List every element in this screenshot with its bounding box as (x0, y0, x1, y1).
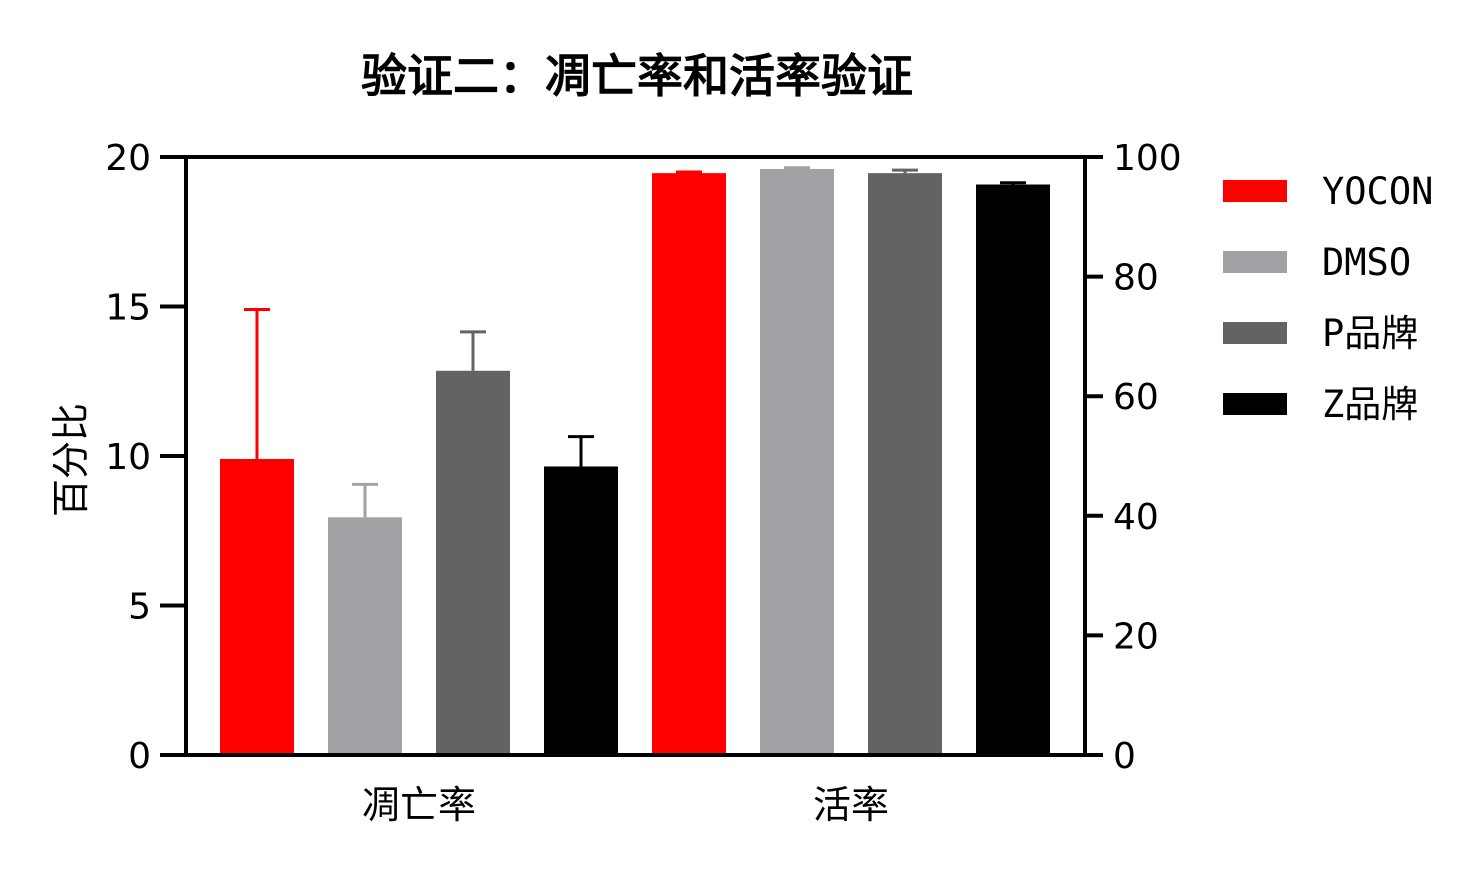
legend-swatch (1223, 393, 1287, 415)
y2-tick-label: 100 (1113, 138, 1182, 179)
legend-label: Z品牌 (1322, 383, 1418, 426)
y2-tick-label: 80 (1113, 258, 1159, 299)
legend: YOCON DMSO P品牌 Z品牌 (1223, 170, 1433, 426)
bar (544, 466, 618, 755)
y-tick-label: 20 (105, 138, 151, 179)
x-tick-label: 凋亡率 (362, 783, 476, 827)
y2-tick-label: 20 (1113, 616, 1159, 657)
y2-tick-label: 40 (1113, 497, 1159, 538)
bar (760, 168, 834, 755)
legend-label: YOCON (1322, 170, 1433, 213)
x-tick-label: 活率 (813, 783, 889, 827)
bar (220, 458, 294, 755)
bar (976, 184, 1050, 755)
y-axis-title: 百分比 (49, 403, 93, 517)
y2-tick-label: 0 (1113, 736, 1136, 777)
bar (868, 173, 942, 755)
y-tick-label: 10 (105, 437, 151, 478)
legend-swatch (1223, 251, 1287, 273)
bar (652, 173, 726, 755)
bar (436, 370, 510, 755)
y-tick-label: 15 (105, 288, 151, 329)
legend-swatch (1223, 322, 1287, 344)
y2-tick-label: 60 (1113, 377, 1159, 418)
bar (328, 517, 402, 755)
chart-title: 验证二：凋亡率和活率验证 (361, 49, 913, 103)
plot-area: 0 5 10 15 20 0 20 40 60 80 100 凋亡率 活率 (105, 138, 1182, 827)
legend-label: P品牌 (1322, 312, 1418, 355)
legend-label: DMSO (1322, 241, 1411, 284)
y-tick-label: 5 (128, 587, 151, 628)
legend-swatch (1223, 180, 1287, 202)
y-tick-label: 0 (128, 736, 151, 777)
